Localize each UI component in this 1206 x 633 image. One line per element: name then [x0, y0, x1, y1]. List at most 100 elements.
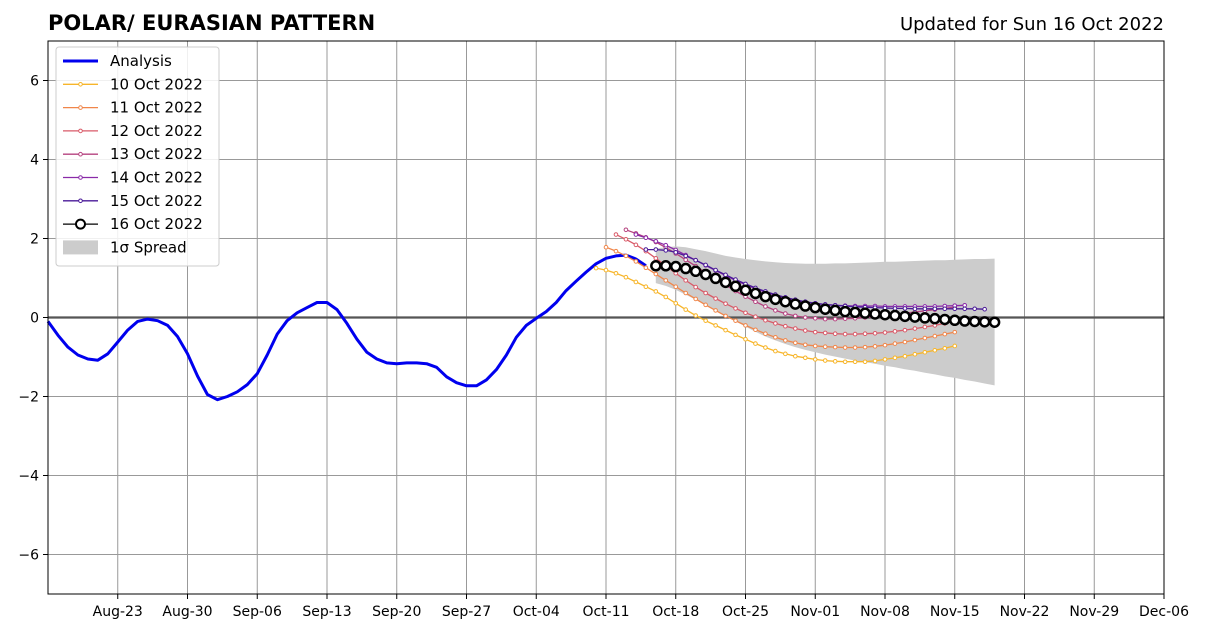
forecast-point: [679, 262, 692, 275]
forecast-point: [793, 313, 798, 319]
forecast-point: [922, 306, 928, 312]
forecast-point: [783, 351, 788, 357]
forecast-point: [882, 357, 888, 362]
forecast-point: [869, 308, 881, 320]
forecast-point: [643, 284, 649, 289]
x-tick-label: Oct-04: [513, 604, 560, 620]
forecast-point: [663, 278, 669, 283]
forecast-point: [932, 347, 938, 353]
forecast-point: [922, 324, 928, 330]
x-tick-label: Dec-06: [1139, 604, 1189, 620]
y-tick-label: −4: [18, 469, 39, 485]
legend-swatch-marker: [78, 198, 83, 204]
forecast-point: [978, 316, 991, 328]
forecast-point: [660, 260, 672, 272]
forecast-point: [689, 265, 702, 278]
forecast-point: [653, 238, 659, 244]
forecast-point: [892, 355, 898, 361]
forecast-point: [902, 353, 908, 359]
forecast-point: [902, 306, 908, 311]
forecast-point: [879, 308, 891, 321]
forecast-point: [743, 323, 748, 328]
forecast-point: [952, 343, 958, 349]
x-tick-label: Sep-13: [302, 604, 351, 620]
y-tick-label: 4: [30, 153, 39, 169]
forecast-point: [872, 344, 878, 349]
forecast-point: [753, 314, 758, 320]
forecast-point: [892, 329, 898, 334]
forecast-point: [603, 267, 609, 273]
forecast-point: [663, 248, 669, 253]
forecast-point: [852, 359, 858, 365]
forecast-point: [613, 232, 619, 237]
forecast-point: [822, 330, 828, 336]
forecast-point: [789, 298, 802, 310]
forecast-point: [892, 306, 898, 311]
forecast-point: [633, 242, 639, 248]
forecast-point: [783, 311, 788, 316]
forecast-point: [842, 345, 848, 350]
forecast-point: [922, 349, 928, 355]
legend-label: 12 Oct 2022: [110, 122, 203, 140]
forecast-point: [713, 267, 718, 273]
forecast-point: [693, 296, 698, 302]
forecast-point: [673, 284, 679, 289]
forecast-point: [683, 290, 689, 296]
forecast-point: [932, 306, 938, 312]
forecast-point: [812, 329, 818, 335]
forecast-point: [892, 341, 898, 346]
forecast-point: [723, 313, 728, 319]
forecast-point: [769, 293, 782, 306]
forecast-point: [739, 284, 752, 296]
forecast-point: [763, 317, 768, 323]
forecast-point: [882, 342, 888, 348]
forecast-point: [653, 255, 659, 261]
forecast-point: [693, 284, 698, 290]
forecast-point: [852, 331, 858, 337]
forecast-point: [912, 351, 918, 357]
y-tick-label: −6: [18, 548, 39, 564]
x-tick-label: Sep-20: [372, 604, 421, 620]
forecast-point: [862, 331, 868, 336]
legend-swatch-marker: [75, 218, 86, 230]
forecast-point: [819, 303, 831, 315]
forecast-point: [802, 342, 808, 348]
forecast-point: [832, 316, 838, 322]
forecast-point: [972, 306, 977, 312]
forecast-point: [699, 268, 712, 281]
forecast-point: [683, 307, 689, 312]
forecast-point: [912, 306, 918, 312]
forecast-point: [643, 265, 649, 271]
forecast-point: [663, 242, 669, 248]
forecast-point: [859, 307, 871, 319]
legend-label: 14 Oct 2022: [110, 169, 203, 187]
forecast-point: [693, 313, 698, 318]
forecast-point: [962, 306, 968, 312]
forecast-point: [842, 331, 848, 337]
forecast-point: [673, 250, 679, 255]
x-tick-label: Nov-15: [930, 604, 980, 620]
forecast-point: [723, 272, 728, 278]
forecast-point: [623, 274, 629, 280]
forecast-point: [872, 331, 878, 336]
forecast-point: [603, 244, 609, 250]
forecast-point: [729, 280, 742, 293]
analysis-series: [46, 253, 647, 402]
x-tick-label: Aug-30: [162, 604, 212, 620]
x-tick-label: Nov-22: [1000, 604, 1050, 620]
legend-label: 1σ Spread: [110, 238, 187, 256]
legend-swatch-marker: [78, 151, 83, 157]
forecast-point: [613, 248, 619, 254]
forecast-point: [783, 323, 788, 329]
forecast-point: [912, 326, 918, 331]
forecast-point: [693, 257, 698, 263]
x-tick-label: Nov-29: [1069, 604, 1119, 620]
forecast-point: [763, 345, 768, 350]
forecast-point: [822, 358, 828, 363]
forecast-point: [812, 357, 818, 362]
forecast-point: [832, 359, 838, 364]
forecast-point: [802, 355, 808, 361]
forecast-point: [663, 294, 669, 300]
forecast-point: [670, 260, 682, 273]
forecast-point: [633, 279, 639, 285]
